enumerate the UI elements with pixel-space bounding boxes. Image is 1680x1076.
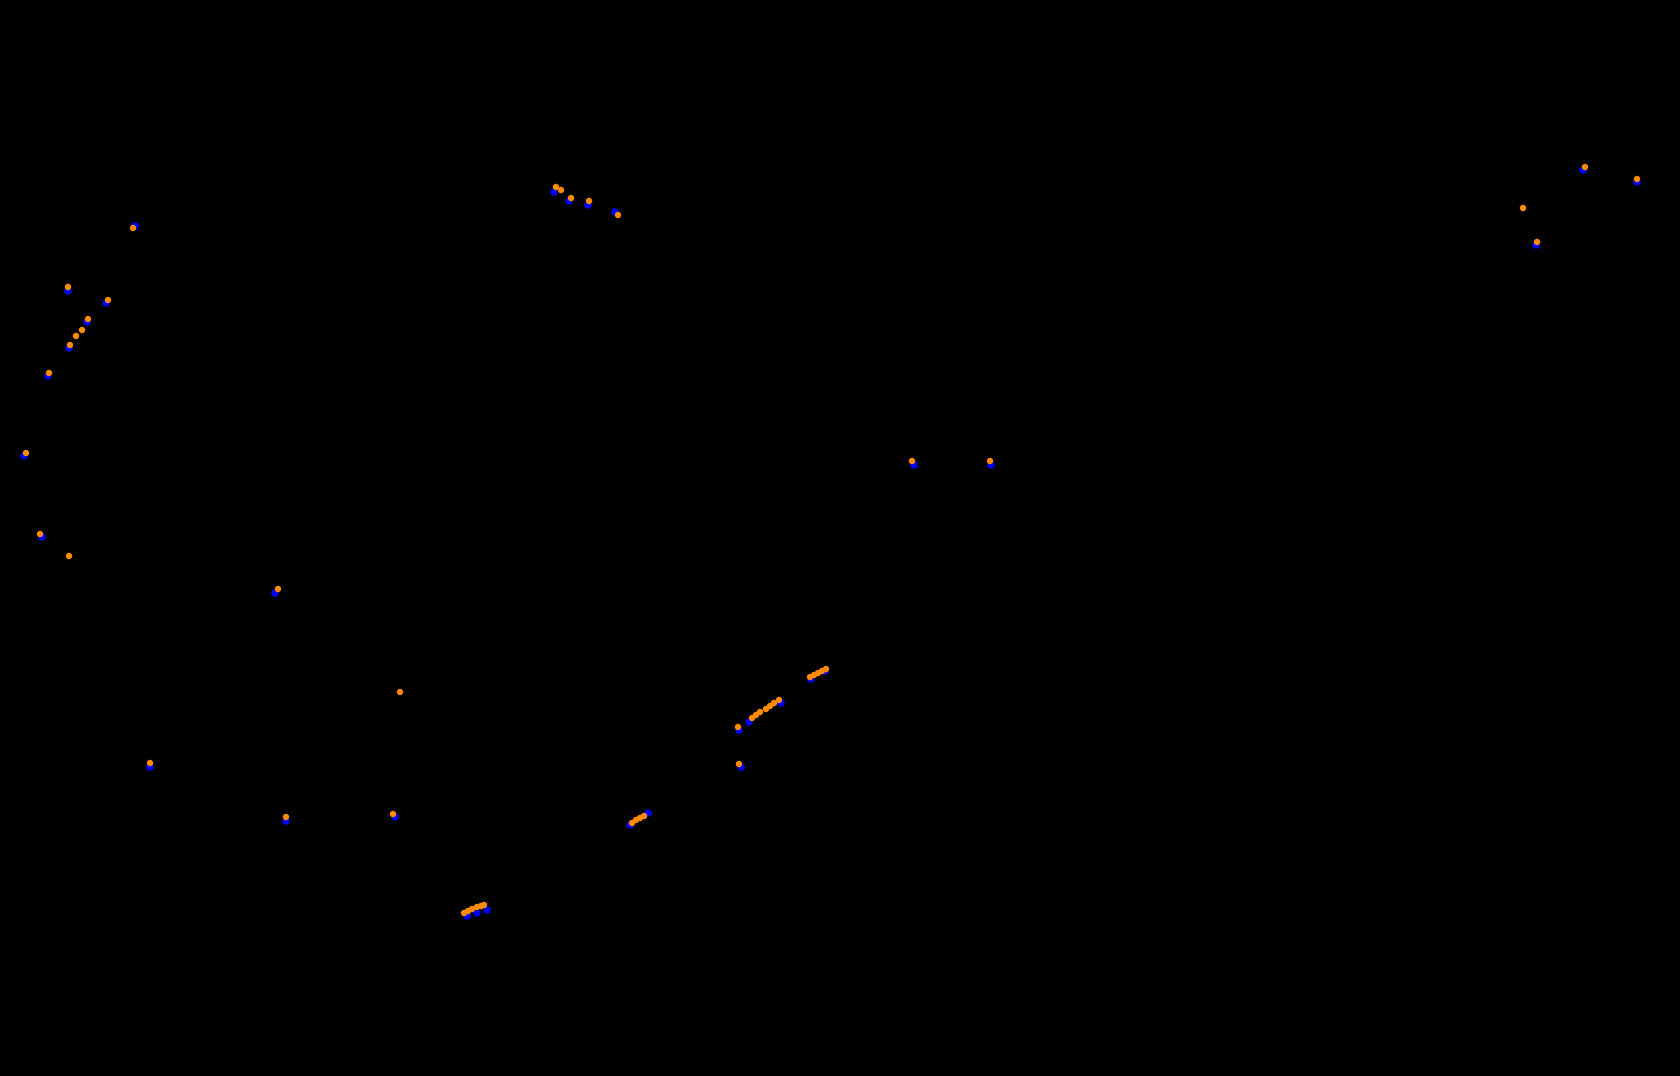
orange-marker bbox=[45, 369, 53, 377]
orange-marker bbox=[480, 901, 488, 909]
orange-marker bbox=[65, 552, 73, 560]
orange-marker bbox=[72, 332, 80, 340]
orange-marker bbox=[775, 696, 783, 704]
orange-marker bbox=[468, 905, 476, 913]
orange-marker bbox=[735, 760, 743, 768]
blue-marker bbox=[483, 906, 491, 914]
orange-marker bbox=[1519, 204, 1527, 212]
orange-marker bbox=[552, 183, 560, 191]
orange-marker bbox=[986, 457, 994, 465]
orange-marker bbox=[66, 341, 74, 349]
orange-marker bbox=[640, 812, 648, 820]
orange-marker bbox=[1533, 238, 1541, 246]
orange-marker bbox=[129, 224, 137, 232]
orange-marker bbox=[770, 699, 778, 707]
orange-marker bbox=[1633, 175, 1641, 183]
orange-marker bbox=[734, 723, 742, 731]
orange-marker bbox=[282, 813, 290, 821]
orange-marker bbox=[146, 759, 154, 767]
orange-marker bbox=[585, 197, 593, 205]
orange-marker bbox=[396, 688, 404, 696]
orange-marker bbox=[614, 211, 622, 219]
orange-marker bbox=[64, 283, 72, 291]
orange-marker bbox=[84, 315, 92, 323]
orange-marker bbox=[22, 449, 30, 457]
orange-marker bbox=[36, 530, 44, 538]
orange-marker bbox=[1581, 163, 1589, 171]
orange-marker bbox=[78, 326, 86, 334]
orange-series bbox=[22, 163, 1641, 917]
orange-marker bbox=[822, 665, 830, 673]
blue-marker bbox=[473, 909, 481, 917]
orange-marker bbox=[557, 186, 565, 194]
orange-marker bbox=[567, 194, 575, 202]
orange-marker bbox=[104, 296, 112, 304]
orange-marker bbox=[274, 585, 282, 593]
orange-marker bbox=[756, 708, 764, 716]
orange-marker bbox=[389, 810, 397, 818]
orange-marker bbox=[908, 457, 916, 465]
